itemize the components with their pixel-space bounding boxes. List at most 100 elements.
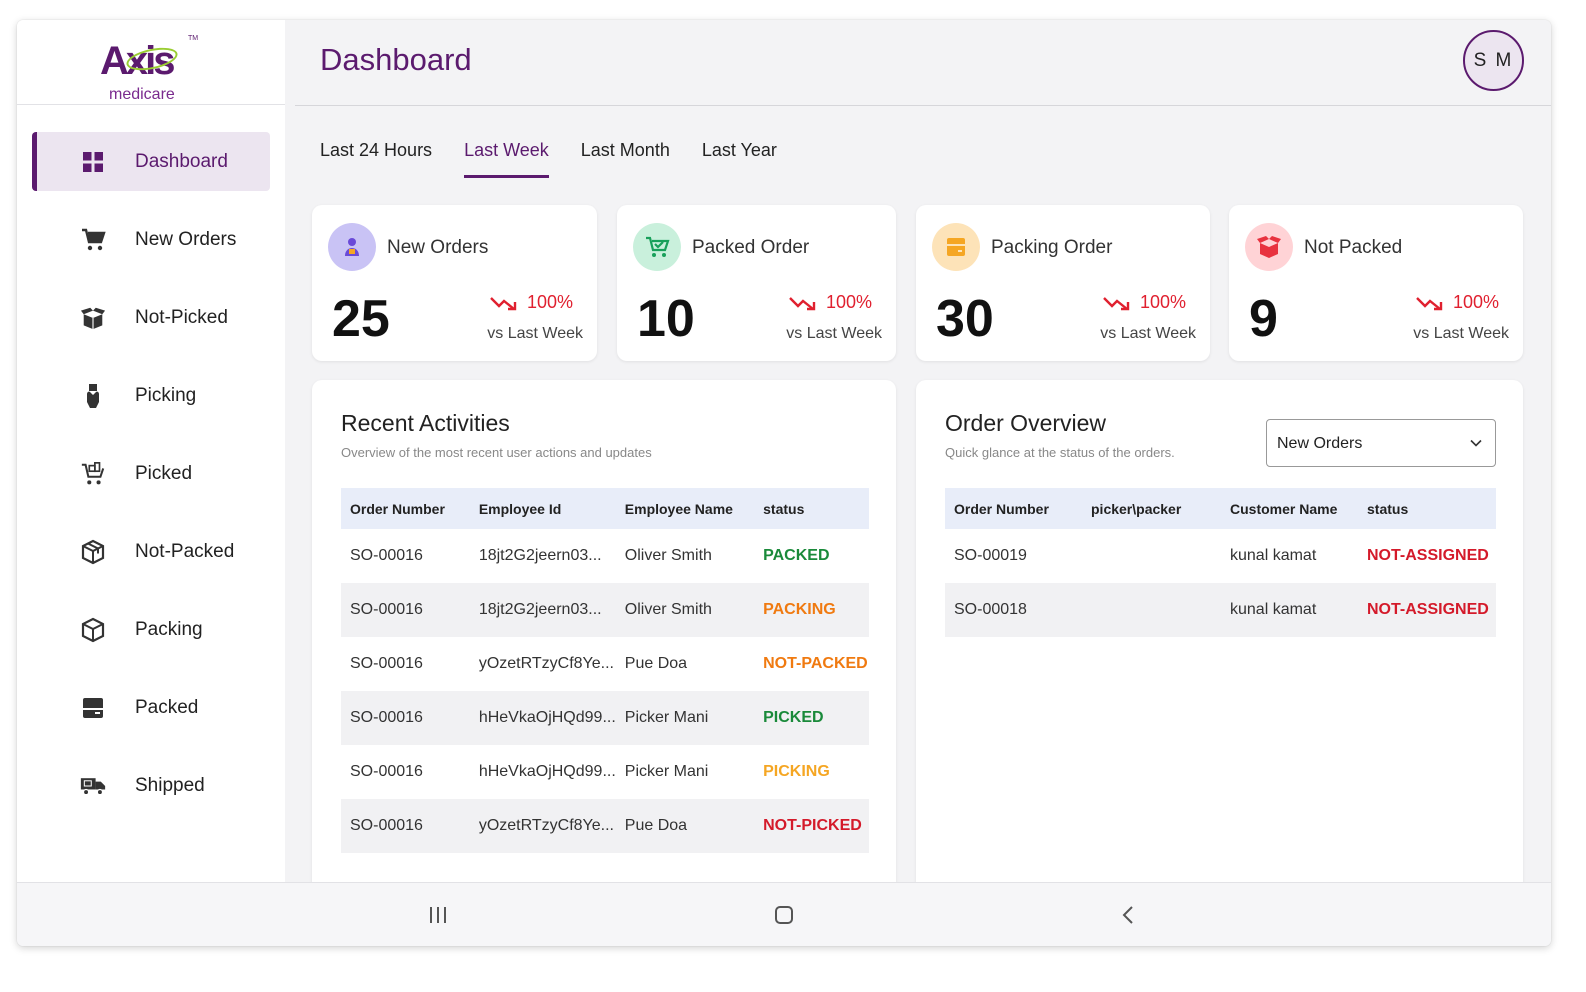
top-header: Dashboard S M	[285, 20, 1551, 106]
sidebar-item-not-picked[interactable]: Not-Picked	[32, 288, 270, 347]
order-number: SO-00019	[954, 547, 1027, 564]
column-header[interactable]: Employee Id	[469, 488, 616, 529]
sidebar-item-picking[interactable]: Picking	[32, 366, 270, 425]
sidebar: Axis TM medicare Dashboard New Orders	[17, 20, 285, 882]
logo-tagline: medicare	[109, 86, 175, 103]
picker-packer	[1082, 529, 1221, 583]
employee-id: hHeVkaOjHQd99...	[469, 691, 616, 745]
order-overview-table: Order Number picker\packer Customer Name…	[945, 488, 1496, 637]
app-window: Axis TM medicare Dashboard New Orders	[17, 20, 1551, 946]
employee-id: 18jt2G2jeern03...	[469, 583, 616, 637]
order-number: SO-00016	[350, 547, 423, 564]
stat-card-not-packed[interactable]: Not Packed 9 100% vs Last Week	[1229, 205, 1523, 361]
column-header[interactable]: Customer Name	[1221, 488, 1358, 529]
column-header[interactable]: Order Number	[341, 488, 470, 529]
tab-last-month[interactable]: Last Month	[580, 140, 670, 160]
picker-packer	[1082, 583, 1221, 637]
customer-name: kunal kamat	[1221, 583, 1358, 637]
table-row[interactable]: SO-00016 yOzetRTzyCf8Ye... Pue Doa NOT-P…	[341, 799, 869, 853]
sidebar-item-dashboard[interactable]: Dashboard	[32, 132, 270, 191]
stat-card-packed-order[interactable]: Packed Order 10 100% vs Last Week	[617, 205, 896, 361]
stat-title: Not Packed	[1304, 237, 1403, 258]
stat-change: 100%	[825, 292, 872, 312]
order-overview-panel: Order Overview Quick glance at the statu…	[916, 380, 1523, 900]
sidebar-item-shipped[interactable]: Shipped	[32, 756, 270, 815]
back-icon[interactable]	[1116, 903, 1140, 927]
open-box-icon	[1245, 223, 1293, 271]
column-header[interactable]: Order Number	[945, 488, 1082, 529]
panel-title: Order Overview	[945, 410, 1107, 436]
sidebar-item-label: Picking	[135, 384, 197, 406]
truck-icon	[80, 773, 106, 799]
trend-down-icon	[490, 296, 517, 310]
employee-id: 18jt2G2jeern03...	[478, 547, 602, 564]
logo-wordmark: Axis	[100, 39, 175, 83]
home-icon[interactable]	[772, 903, 796, 927]
stat-change: 100%	[1139, 292, 1186, 312]
stat-title: New Orders	[387, 237, 489, 258]
panel-title: Recent Activities	[341, 410, 510, 436]
status-badge: NOT-PACKED	[763, 655, 868, 672]
stat-compare: vs Last Week	[487, 325, 583, 342]
stat-card-new-orders[interactable]: New Orders 25 100% vs Last Week	[312, 205, 597, 361]
sidebar-item-label: Dashboard	[135, 150, 228, 172]
tab-last-year[interactable]: Last Year	[701, 140, 777, 160]
employee-name: Picker Mani	[615, 691, 755, 745]
column-header[interactable]: status	[754, 488, 869, 529]
order-number: SO-00016	[350, 763, 423, 780]
employee-name: Pue Doa	[615, 799, 755, 853]
status-badge: PICKED	[754, 691, 869, 745]
stat-title: Packing Order	[991, 237, 1113, 258]
column-header[interactable]: status	[1358, 488, 1496, 529]
employee-id: yOzetRTzyCf8Ye...	[478, 655, 614, 672]
chevron-down-icon	[1469, 436, 1483, 455]
employee-name: Pue Doa	[624, 655, 688, 672]
tab-last-24-hours[interactable]: Last 24 Hours	[320, 140, 433, 160]
column-header[interactable]: picker\packer	[1082, 488, 1221, 529]
stat-card-packing-order[interactable]: Packing Order 30 100% vs Last Week	[916, 205, 1210, 361]
table-row[interactable]: SO-00016 yOzetRTzyCf8Ye... Pue Doa NOT-P…	[341, 637, 869, 691]
brand-logo[interactable]: Axis TM medicare	[96, 31, 206, 103]
stat-change: 100%	[1452, 292, 1499, 312]
status-badge: PACKED	[763, 547, 830, 564]
order-status-dropdown[interactable]: New Orders	[1266, 419, 1496, 467]
recents-icon[interactable]	[426, 903, 450, 927]
employee-id: yOzetRTzyCf8Ye...	[469, 799, 616, 853]
stat-compare: vs Last Week	[1413, 325, 1509, 342]
tab-last-week[interactable]: Last Week	[464, 140, 549, 178]
sidebar-item-packed[interactable]: Packed	[32, 678, 270, 737]
avatar[interactable]: S M	[1463, 30, 1524, 91]
table-row[interactable]: SO-00016 18jt2G2jeern03... Oliver Smith …	[341, 529, 869, 583]
panel-subtitle: Quick glance at the status of the orders…	[945, 445, 1175, 460]
table-row[interactable]: SO-00019 kunal kamat NOT-ASSIGNED	[945, 529, 1496, 583]
table-row[interactable]: SO-00016 hHeVkaOjHQd99... Picker Mani PI…	[341, 745, 869, 799]
stat-title: Packed Order	[692, 237, 810, 258]
sidebar-item-picked[interactable]: Picked	[32, 444, 270, 503]
table-row[interactable]: SO-00016 hHeVkaOjHQd99... Picker Mani PI…	[341, 691, 869, 745]
trend-down-icon	[789, 296, 816, 310]
order-number: SO-00016	[350, 655, 423, 672]
table-header-row: Order Number picker\packer Customer Name…	[945, 488, 1496, 529]
table-row[interactable]: SO-00018 kunal kamat NOT-ASSIGNED	[945, 583, 1496, 637]
sidebar-item-new-orders[interactable]: New Orders	[32, 210, 270, 269]
sidebar-item-label: Packing	[135, 618, 203, 640]
sidebar-item-label: Not-Picked	[135, 306, 228, 328]
period-tabs: Last 24 Hours Last Week Last Month Last …	[320, 140, 809, 178]
sidebar-item-packing[interactable]: Packing	[32, 600, 270, 659]
status-badge: PICKING	[763, 763, 830, 780]
hand-box-icon	[80, 383, 106, 409]
package-icon	[80, 617, 106, 643]
trend-down-icon	[1416, 296, 1443, 310]
table-row[interactable]: SO-00016 18jt2G2jeern03... Oliver Smith …	[341, 583, 869, 637]
sidebar-item-not-packed[interactable]: Not-Packed	[32, 522, 270, 581]
order-number: SO-00016	[341, 691, 470, 745]
grid-icon	[80, 149, 106, 175]
sidebar-item-label: Shipped	[135, 774, 205, 796]
sidebar-nav: Dashboard New Orders Not-Picked Picking	[17, 105, 285, 815]
employee-id: hHeVkaOjHQd99...	[478, 763, 616, 780]
column-header[interactable]: Employee Name	[615, 488, 755, 529]
customer-name: kunal kamat	[1230, 547, 1317, 564]
table-header-row: Order Number Employee Id Employee Name s…	[341, 488, 869, 529]
page-title: Dashboard	[320, 42, 472, 77]
sidebar-item-label: Packed	[135, 696, 199, 718]
